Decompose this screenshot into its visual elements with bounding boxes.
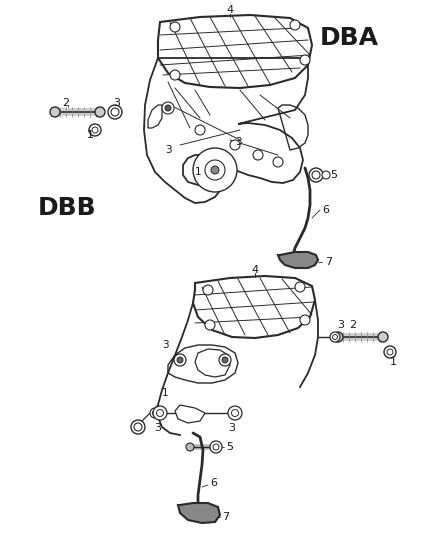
Circle shape: [193, 148, 237, 192]
Circle shape: [295, 282, 305, 292]
Circle shape: [378, 332, 388, 342]
Text: 3: 3: [155, 423, 162, 433]
Text: 3: 3: [165, 145, 171, 155]
Text: DBB: DBB: [38, 196, 97, 220]
Circle shape: [322, 171, 330, 179]
Text: 3: 3: [162, 340, 168, 350]
Text: 7: 7: [325, 257, 332, 267]
Text: 1: 1: [162, 388, 169, 398]
Text: 3: 3: [113, 98, 120, 108]
Circle shape: [89, 124, 101, 136]
Circle shape: [312, 171, 320, 179]
Circle shape: [332, 335, 338, 340]
Circle shape: [92, 127, 98, 133]
Circle shape: [152, 410, 158, 416]
Text: 1: 1: [87, 130, 94, 140]
Circle shape: [384, 346, 396, 358]
Circle shape: [273, 157, 283, 167]
Circle shape: [170, 22, 180, 32]
Circle shape: [203, 285, 213, 295]
Circle shape: [210, 441, 222, 453]
Circle shape: [186, 443, 194, 451]
Circle shape: [195, 125, 205, 135]
Circle shape: [134, 423, 142, 431]
Text: 5: 5: [226, 442, 233, 452]
Circle shape: [153, 406, 167, 420]
Circle shape: [330, 332, 340, 342]
Circle shape: [50, 107, 60, 117]
Circle shape: [300, 315, 310, 325]
Circle shape: [108, 105, 122, 119]
Text: 5: 5: [330, 170, 337, 180]
Circle shape: [111, 108, 119, 116]
Circle shape: [174, 354, 186, 366]
Polygon shape: [178, 503, 220, 523]
Circle shape: [213, 444, 219, 450]
Circle shape: [219, 354, 231, 366]
Circle shape: [309, 168, 323, 182]
Circle shape: [177, 357, 183, 363]
Circle shape: [162, 102, 174, 114]
Polygon shape: [278, 252, 318, 268]
Text: 1: 1: [389, 357, 396, 367]
Circle shape: [290, 20, 300, 30]
Circle shape: [222, 357, 228, 363]
Circle shape: [150, 408, 160, 418]
Circle shape: [170, 70, 180, 80]
Circle shape: [165, 105, 171, 111]
Circle shape: [156, 409, 163, 416]
Text: 4: 4: [226, 5, 233, 15]
Circle shape: [228, 406, 242, 420]
Text: 3: 3: [338, 320, 345, 330]
Circle shape: [205, 160, 225, 180]
Circle shape: [131, 420, 145, 434]
Circle shape: [205, 320, 215, 330]
Text: DBA: DBA: [320, 26, 379, 50]
Circle shape: [95, 107, 105, 117]
Text: 7: 7: [222, 512, 229, 522]
Text: 1: 1: [194, 167, 201, 177]
Polygon shape: [175, 405, 205, 423]
Circle shape: [230, 140, 240, 150]
Circle shape: [232, 409, 239, 416]
Text: 3: 3: [235, 137, 241, 147]
Circle shape: [300, 55, 310, 65]
Circle shape: [333, 332, 343, 342]
Text: 4: 4: [251, 265, 258, 275]
Text: 6: 6: [210, 478, 217, 488]
Circle shape: [387, 349, 393, 355]
Circle shape: [211, 166, 219, 174]
Text: 6: 6: [322, 205, 329, 215]
Text: 3: 3: [229, 423, 236, 433]
Text: 2: 2: [62, 98, 69, 108]
Circle shape: [253, 150, 263, 160]
Text: 2: 2: [350, 320, 357, 330]
